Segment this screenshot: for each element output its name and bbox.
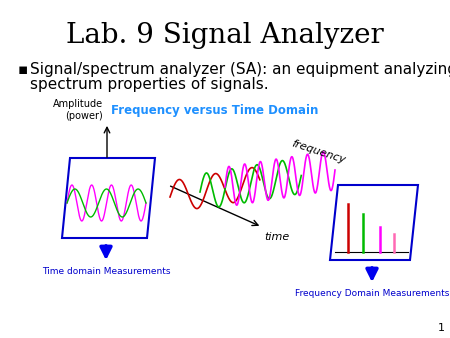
Text: spectrum properties of signals.: spectrum properties of signals.: [30, 77, 269, 92]
Text: Frequency Domain Measurements: Frequency Domain Measurements: [295, 289, 449, 298]
Text: 1: 1: [438, 323, 445, 333]
Text: Signal/spectrum analyzer (SA): an equipment analyzing: Signal/spectrum analyzer (SA): an equipm…: [30, 62, 450, 77]
Text: Amplitude
(power): Amplitude (power): [53, 99, 103, 121]
Text: time: time: [264, 232, 289, 242]
Text: Time domain Measurements: Time domain Measurements: [42, 267, 170, 276]
Text: Frequency versus Time Domain: Frequency versus Time Domain: [111, 104, 319, 117]
Text: frequency: frequency: [290, 139, 346, 165]
Text: ▪: ▪: [18, 62, 28, 77]
Text: Lab. 9 Signal Analyzer: Lab. 9 Signal Analyzer: [66, 22, 384, 49]
